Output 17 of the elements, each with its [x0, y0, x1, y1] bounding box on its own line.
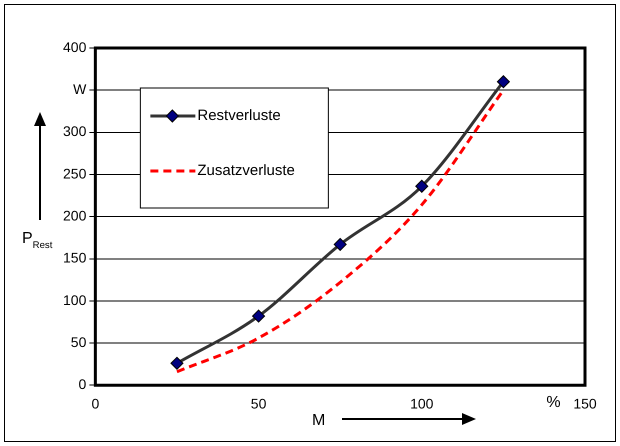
y-tick-label: 200: [63, 207, 87, 224]
text: %: [546, 394, 561, 412]
legend-label: Restverluste: [197, 107, 281, 124]
x-tick-label: 150: [573, 395, 597, 412]
y-tick-label: 400: [63, 38, 87, 55]
y-tick-label: 150: [63, 250, 87, 266]
y-tick-label: 300: [63, 123, 87, 140]
x-tick-label: 0: [91, 395, 100, 412]
x-tick-label: 50: [250, 395, 267, 412]
y-tick-label: 100: [63, 292, 87, 308]
y-tick-label: 50: [70, 334, 87, 350]
y-tick-label: W: [73, 81, 88, 98]
legend-label: Zusatzverluste: [197, 162, 295, 180]
x-tick-label: 100: [410, 395, 434, 412]
y-tick-label: 250: [63, 165, 87, 182]
x-axis-title: M: [312, 412, 326, 429]
y-tick-label: 0: [78, 376, 87, 392]
